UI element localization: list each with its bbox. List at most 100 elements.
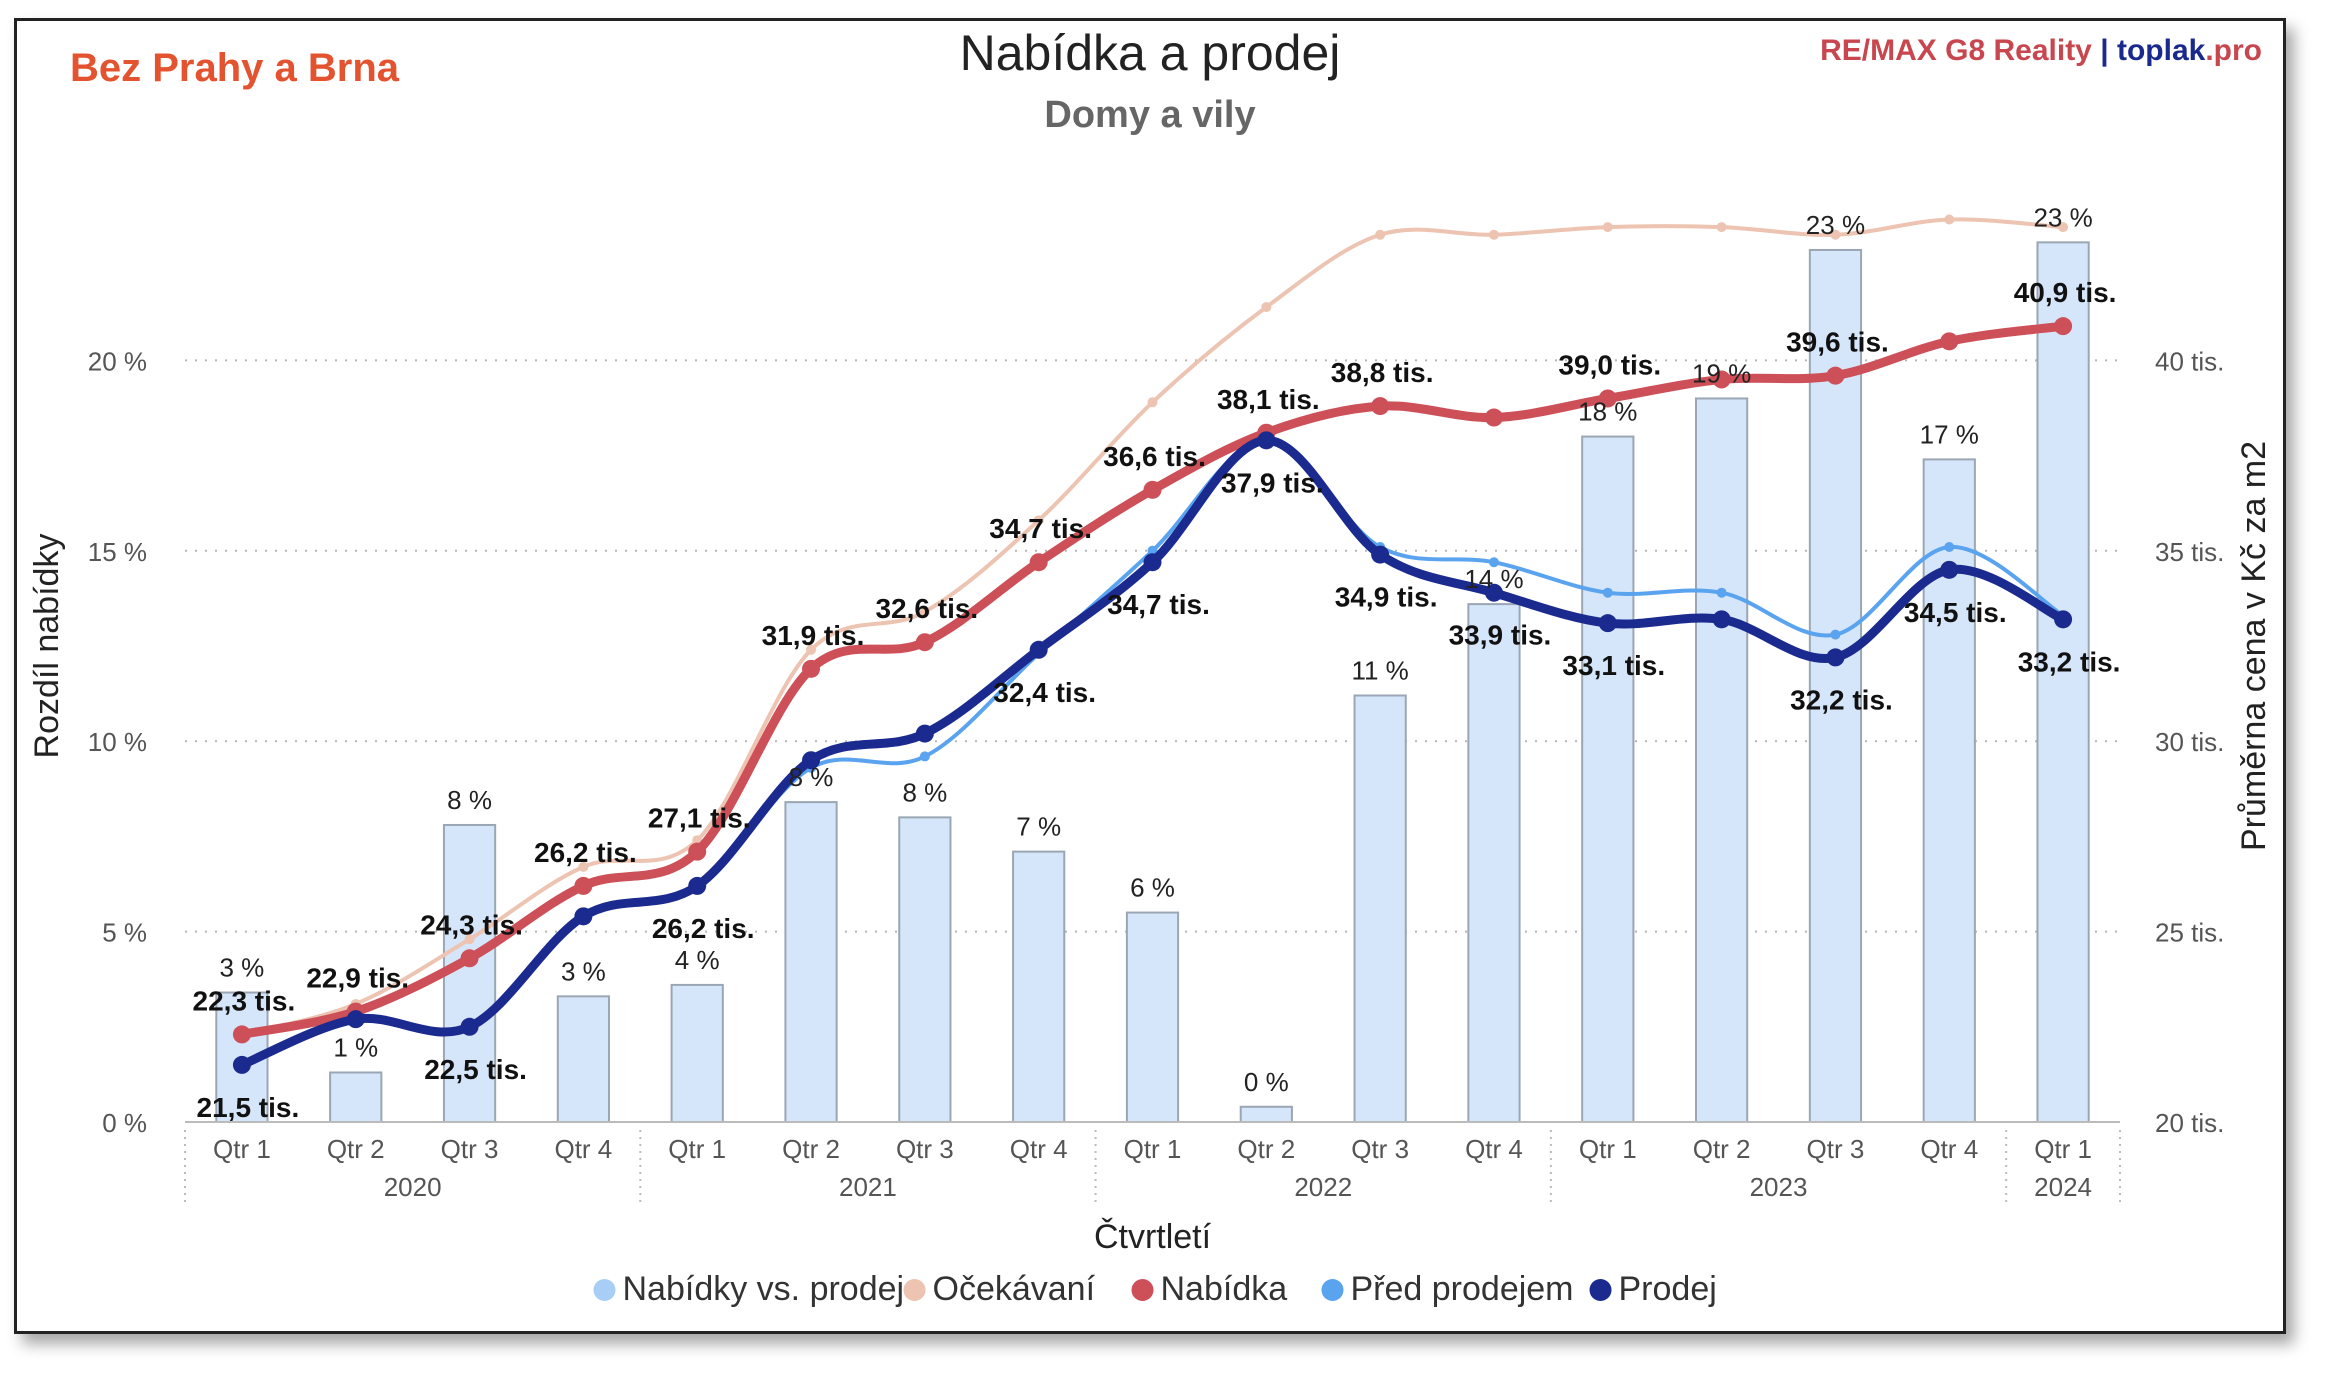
- bar: [1922, 458, 1976, 1123]
- legend-label: Prodej: [1619, 1270, 1717, 1308]
- expected-point: [1488, 229, 1499, 240]
- offer-point: [232, 1025, 251, 1044]
- sale-point: [1484, 583, 1503, 602]
- bar-data-label: 8 %: [447, 785, 492, 815]
- sale-data-label: 34,7 tis.: [1107, 589, 1210, 620]
- x-tick-label: Qtr 2: [327, 1134, 385, 1164]
- y2-tick-label: 40 tis.: [2155, 346, 2224, 376]
- year-label: 2022: [1294, 1172, 1352, 1202]
- bar-data-label: 7 %: [1016, 812, 1061, 842]
- sale-data-label: 33,1 tis.: [1562, 650, 1665, 681]
- sale-point: [232, 1055, 251, 1074]
- legend-marker: [903, 1279, 926, 1301]
- bar: [784, 801, 838, 1123]
- bar: [2036, 241, 2090, 1124]
- offer-data-label: 40,9 tis.: [2014, 277, 2117, 308]
- y-tick-label: 15 %: [88, 537, 147, 567]
- expected-point: [2058, 222, 2069, 233]
- bar: [1581, 435, 1635, 1123]
- year-label: 2023: [1750, 1172, 1808, 1202]
- y-tick-label: 20 %: [88, 346, 147, 376]
- bar-data-label: 3 %: [220, 953, 265, 983]
- x-axis-title: Čtvrtletí: [1094, 1218, 1212, 1256]
- expected-point: [1602, 222, 1613, 233]
- offer-data-label: 39,6 tis.: [1786, 327, 1889, 358]
- sale-data-label: 34,5 tis.: [1904, 597, 2007, 628]
- sale-point: [2054, 610, 2073, 629]
- sale-data-label: 37,9 tis.: [1221, 467, 1324, 498]
- presale-point: [1488, 557, 1499, 568]
- x-tick-label: Qtr 4: [1010, 1134, 1068, 1164]
- x-tick-label: Qtr 1: [2034, 1134, 2092, 1164]
- y2-axis-title: Průměrna cena v Kč za m2: [2235, 441, 2273, 851]
- expected-point: [919, 606, 930, 617]
- expected-point: [464, 934, 475, 945]
- bar-data-label: 4 %: [675, 945, 720, 975]
- chart-subtitle: Domy a vily: [1044, 94, 1256, 136]
- sale-data-label: 22,5 tis.: [424, 1054, 527, 1085]
- offer-point: [1826, 366, 1845, 385]
- bar: [329, 1071, 383, 1123]
- bar-data-label: 8 %: [902, 777, 947, 807]
- offer-point: [1371, 397, 1390, 416]
- legend-marker: [1131, 1279, 1154, 1301]
- expected-line: [239, 217, 2066, 1037]
- bar-data-label: 8 %: [789, 762, 834, 792]
- x-tick-label: Qtr 3: [1807, 1134, 1865, 1164]
- sale-data-label: 32,4 tis.: [993, 677, 1096, 708]
- bar-data-label: 6 %: [1130, 873, 1175, 903]
- y2-tick-label: 20 tis.: [2155, 1108, 2224, 1138]
- bar-data-label: 23 %: [2033, 202, 2092, 232]
- brand-toplak: toplak: [2116, 34, 2206, 67]
- sale-data-label: 21,5 tis.: [197, 1092, 300, 1123]
- bar-data-label: 14 %: [1464, 564, 1523, 594]
- offer-data-label: 31,9 tis.: [762, 620, 865, 651]
- y2-tick-label: 30 tis.: [2155, 727, 2224, 757]
- bar: [1239, 1105, 1293, 1123]
- sale-point: [574, 907, 593, 926]
- bar: [1012, 850, 1066, 1124]
- legend-label: Nabídky vs. prodej: [623, 1270, 905, 1308]
- x-tick-label: Qtr 4: [1920, 1134, 1978, 1164]
- presale-point: [1147, 545, 1158, 556]
- offer-data-label: 32,6 tis.: [875, 593, 978, 624]
- offer-point: [1143, 480, 1162, 499]
- bar: [1695, 397, 1749, 1124]
- x-tick-label: Qtr 3: [896, 1134, 954, 1164]
- bar-data-label: 19 %: [1692, 358, 1751, 388]
- x-tick-label: Qtr 2: [782, 1134, 840, 1164]
- x-tick-label: Qtr 2: [1693, 1134, 1751, 1164]
- offer-data-label: 38,8 tis.: [1331, 357, 1434, 388]
- x-tick-label: Qtr 1: [213, 1134, 271, 1164]
- legend-label: Nabídka: [1161, 1270, 1288, 1308]
- brand-credit: RE/MAX G8 Reality | toplak.pro: [1820, 34, 2262, 68]
- sale-point: [688, 876, 707, 895]
- bar: [898, 816, 952, 1123]
- y-tick-label: 10 %: [88, 727, 147, 757]
- sale-point: [346, 1010, 365, 1029]
- offer-data-label: 36,6 tis.: [1103, 441, 1206, 472]
- offer-point: [1484, 408, 1503, 427]
- expected-point: [1716, 222, 1727, 233]
- legend-marker: [1589, 1279, 1612, 1301]
- y-axis-title: Rozdíl nabídky: [28, 534, 66, 759]
- expected-point: [1147, 397, 1158, 408]
- offer-line: [237, 321, 2068, 1039]
- sale-point: [1257, 431, 1276, 450]
- bar: [556, 995, 610, 1123]
- bar-data-label: 18 %: [1578, 397, 1637, 427]
- offer-data-label: 27,1 tis.: [648, 803, 751, 834]
- sale-point: [460, 1017, 479, 1036]
- offer-data-label: 39,0 tis.: [1558, 349, 1661, 380]
- y-tick-label: 5 %: [102, 918, 147, 948]
- x-tick-label: Qtr 4: [554, 1134, 612, 1164]
- expected-point: [1375, 229, 1386, 240]
- legend-marker: [593, 1279, 616, 1301]
- bar-data-label: 23 %: [1806, 210, 1865, 240]
- y2-tick-label: 25 tis.: [2155, 918, 2224, 948]
- offer-point: [1940, 332, 1959, 351]
- presale-point: [1944, 541, 1955, 552]
- bar: [1808, 248, 1863, 1123]
- sale-data-label: 33,9 tis.: [1449, 620, 1552, 651]
- expected-point: [578, 861, 589, 872]
